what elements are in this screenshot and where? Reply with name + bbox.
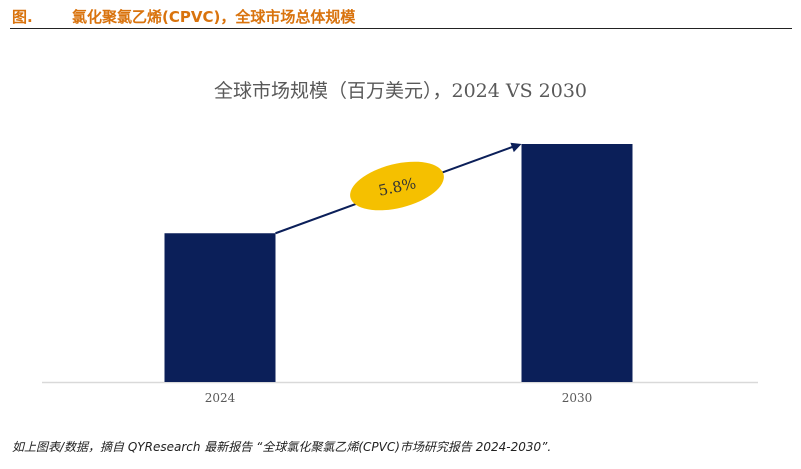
x-tick-label-2030: 2030 [562, 391, 593, 405]
figure-title: 氯化聚氯乙烯(CPVC)，全球市场总体规模 [72, 8, 356, 26]
figure-header: 图. 氯化聚氯乙烯(CPVC)，全球市场总体规模 [10, 4, 792, 29]
growth-bubble [350, 161, 444, 211]
chart-title: 全球市场规模（百万美元），2024 VS 2030 [213, 80, 588, 102]
bar-2024 [164, 233, 276, 382]
bar-2030 [521, 144, 633, 382]
x-tick-label-2024: 2024 [205, 391, 236, 405]
figure-label: 图. [12, 8, 33, 26]
source-note: 如上图表/数据，摘自 QYResearch 最新报告 “全球氯化聚氯乙烯(CPV… [12, 440, 552, 454]
growth-arrow-head [510, 142, 522, 153]
